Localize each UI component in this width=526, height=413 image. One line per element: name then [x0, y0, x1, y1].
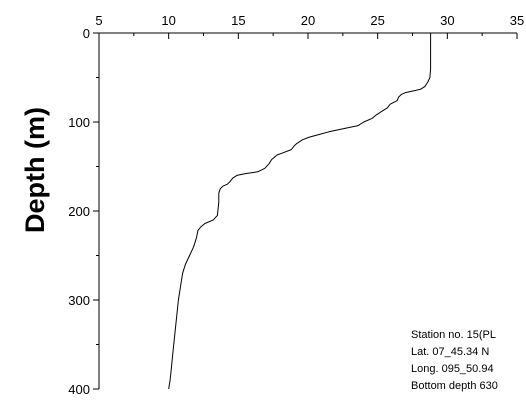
- x-axis: 5 10 15 20 25 30 35: [95, 13, 524, 39]
- x-tick-label: 10: [161, 13, 175, 28]
- x-tick-label: 35: [510, 13, 524, 28]
- temperature-profile-line: [168, 33, 432, 390]
- station-info-annotation: Station no. 15(PL Lat. 07_45.34 N Long. …: [411, 329, 498, 392]
- y-tick-label: 0: [83, 26, 90, 41]
- annotation-line: Long. 095_50.94: [411, 363, 494, 375]
- x-tick-label: 20: [301, 13, 315, 28]
- annotation-line: Station no. 15(PL: [411, 329, 496, 341]
- annotation-line: Lat. 07_45.34 N: [411, 346, 489, 358]
- y-tick-label: 200: [68, 204, 90, 219]
- annotation-line: Bottom depth 630: [411, 380, 498, 392]
- y-tick-label: 100: [68, 115, 90, 130]
- x-tick-label: 25: [370, 13, 384, 28]
- x-tick-label: 30: [440, 13, 454, 28]
- y-axis-label: Depth (m): [20, 107, 50, 233]
- y-tick-label: 400: [68, 382, 90, 397]
- x-tick-label: 15: [231, 13, 245, 28]
- y-tick-label: 300: [68, 293, 90, 308]
- x-tick-label: 5: [95, 13, 102, 28]
- y-axis: 0 100 200 300 400: [68, 26, 99, 397]
- series-layer: [168, 33, 432, 390]
